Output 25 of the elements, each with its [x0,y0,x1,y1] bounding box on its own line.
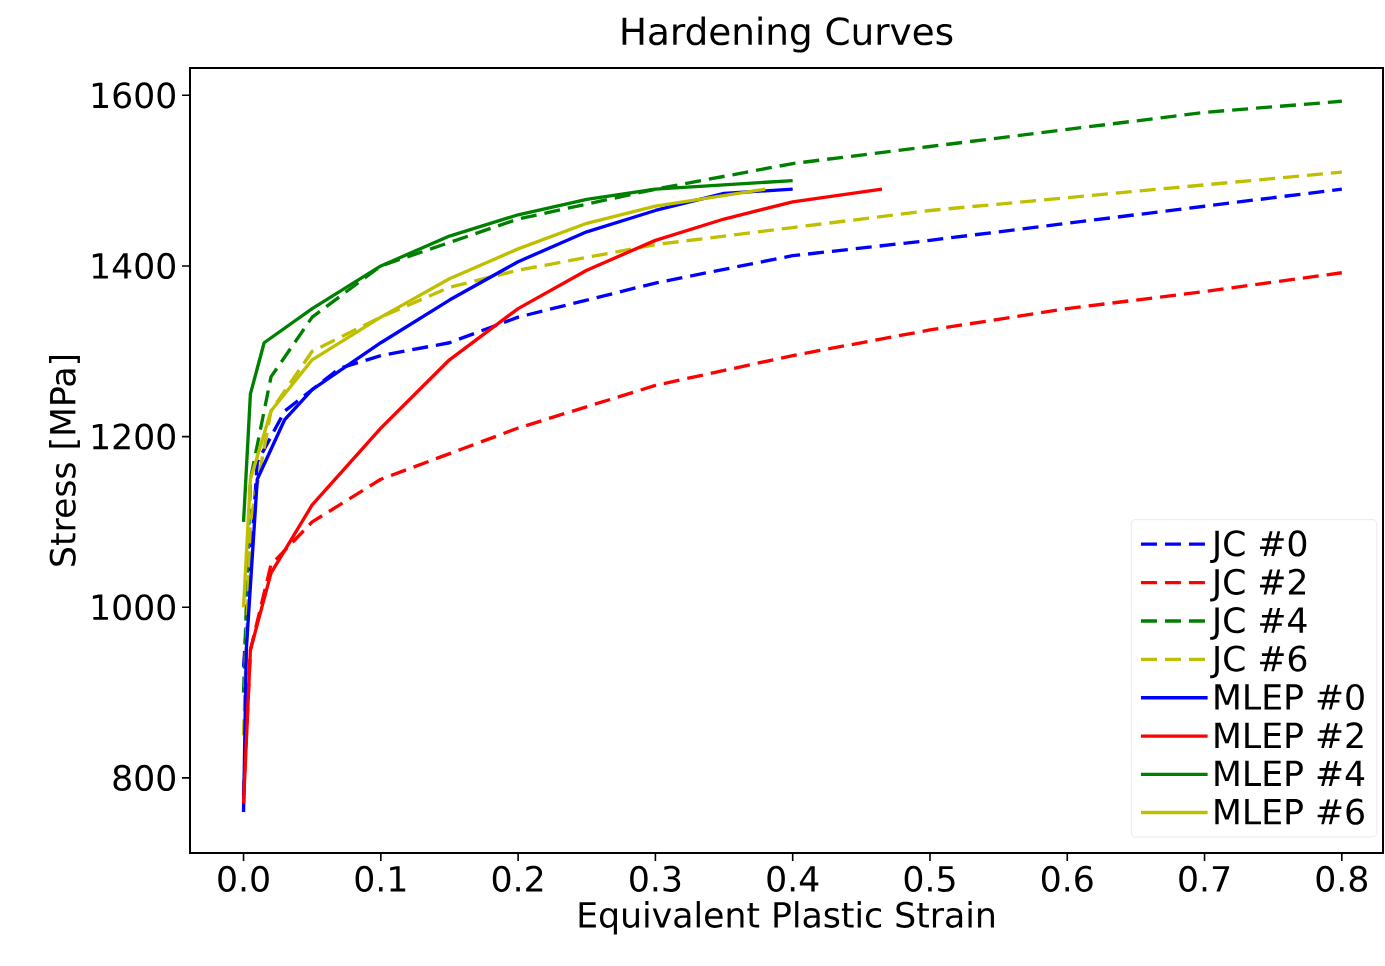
y-tick-label: 1400 [92,252,175,280]
y-axis-title: Stress [MPa] [49,355,80,566]
legend-label: MLEP #4 [1215,760,1365,786]
x-tick-label: 0.1 [355,865,406,892]
legend-label: JC #6 [1210,645,1307,679]
y-tick-label: 1600 [92,82,175,109]
chart-title: Hardening Curves [622,16,953,53]
y-tick-label: 1000 [92,594,175,621]
y-tick-label: 800 [113,764,175,791]
x-tick-label: 0.4 [767,865,819,892]
x-tick-label: 0.0 [218,865,269,892]
x-tick-label: 0.7 [1179,865,1230,892]
legend-label: MLEP #0 [1215,683,1364,711]
legend-label: MLEP #2 [1215,722,1363,749]
x-tick-label: 0.5 [904,865,955,892]
legend-label: JC #4 [1210,607,1307,640]
x-tick-label: 0.6 [1041,865,1093,892]
x-tick-label: 0.3 [630,865,681,892]
x-axis-title: Equivalent Plastic Strain [579,901,994,935]
x-tick-label: 0.2 [492,865,543,892]
legend-label: JC #0 [1210,530,1307,563]
legend-label: MLEP #6 [1215,798,1364,825]
legend-label: JC #2 [1210,568,1305,602]
y-tick-label: 1200 [92,423,175,450]
x-tick-label: 0.8 [1316,865,1368,892]
